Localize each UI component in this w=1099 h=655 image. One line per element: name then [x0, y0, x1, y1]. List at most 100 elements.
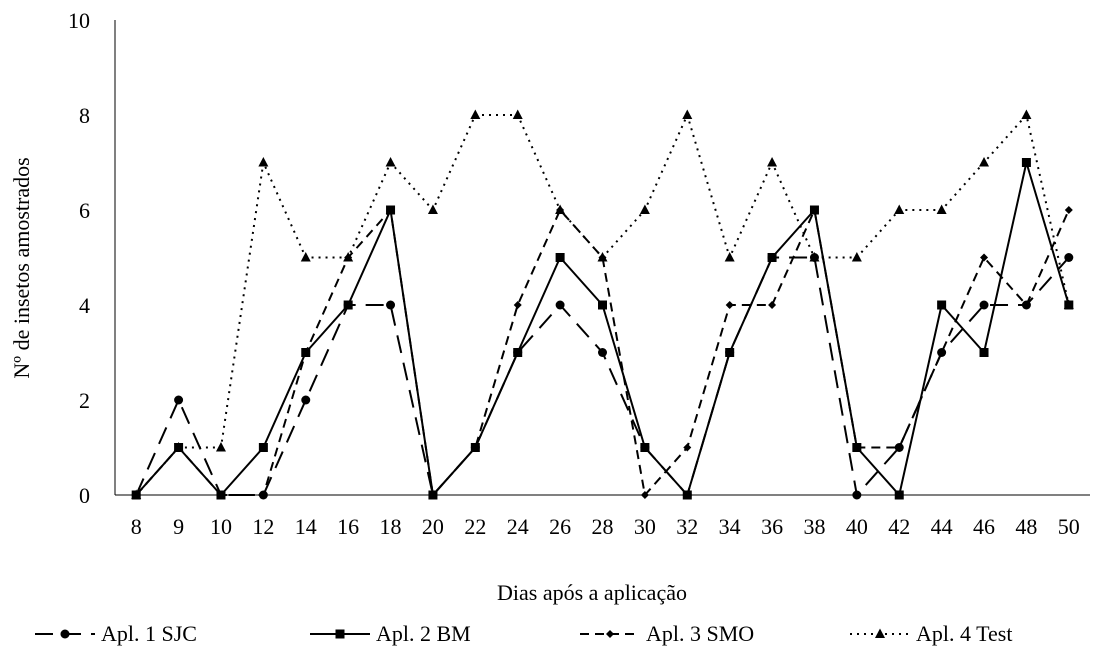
series-line [135, 161, 1070, 496]
x-tick-label: 24 [507, 514, 529, 539]
x-tick-label: 12 [252, 514, 274, 539]
data-point [1064, 253, 1074, 262]
legend-item: Apl. 1 SJC [35, 621, 197, 646]
x-tick-label: 18 [380, 514, 402, 539]
legend-item: Apl. 3 SMO [580, 621, 754, 646]
x-tick-label: 8 [131, 514, 142, 539]
data-point [513, 301, 522, 309]
data-point [427, 204, 438, 214]
series-layer [131, 109, 1074, 500]
x-tick-label: 34 [719, 514, 741, 539]
data-point [259, 491, 268, 499]
series-2 [131, 158, 1074, 500]
data-point [385, 157, 396, 167]
data-point [173, 442, 184, 452]
legend-item: Apl. 2 BM [310, 621, 471, 646]
data-point [258, 443, 268, 452]
data-point [343, 252, 354, 262]
data-point [851, 252, 862, 262]
x-tick-label: 28 [592, 514, 614, 539]
data-point [936, 204, 947, 214]
y-tick-labels: 0 2 4 6 8 10 [68, 8, 90, 508]
x-tick-label: 26 [549, 514, 571, 539]
data-point [682, 490, 692, 500]
data-point [386, 300, 396, 310]
data-point [852, 443, 861, 452]
x-tick-label: 44 [931, 514, 953, 539]
data-point [1021, 158, 1031, 167]
series-4 [131, 109, 1074, 499]
data-point [555, 253, 565, 262]
x-tick-label: 10 [210, 514, 232, 539]
data-point [555, 204, 566, 214]
x-tick-label: 16 [337, 514, 359, 539]
data-point [895, 443, 904, 452]
data-point [1064, 206, 1073, 214]
data-point [894, 490, 904, 500]
legend-label: Apl. 2 BM [376, 621, 471, 646]
legend-marker [335, 629, 345, 639]
data-point [1021, 109, 1032, 119]
data-point [937, 348, 946, 357]
x-tick-label: 9 [173, 514, 184, 539]
data-point [301, 395, 311, 405]
data-point [810, 206, 819, 214]
data-point [640, 443, 650, 452]
legend-label: Apl. 4 Test [916, 621, 1012, 646]
y-tick-label: 4 [79, 293, 90, 318]
data-point [215, 442, 226, 452]
data-point [555, 300, 565, 310]
data-point [852, 490, 862, 500]
y-tick-label: 2 [79, 388, 90, 413]
legend-marker [875, 628, 885, 638]
data-point [598, 300, 607, 310]
data-point [767, 157, 778, 167]
data-point [937, 300, 947, 310]
series-line [135, 256, 1070, 496]
data-point [640, 491, 649, 499]
data-point [682, 109, 693, 119]
legend-label: Apl. 3 SMO [646, 621, 754, 646]
data-point [725, 348, 735, 357]
data-point [894, 204, 905, 214]
data-point [301, 348, 310, 357]
legend-marker [60, 629, 70, 639]
x-tick-label: 50 [1058, 514, 1080, 539]
x-tick-label: 42 [888, 514, 910, 539]
x-tick-label: 14 [295, 514, 317, 539]
x-axis-title: Dias após a aplicação [497, 580, 687, 605]
legend-marker [606, 630, 614, 638]
data-point [980, 253, 989, 262]
data-point [131, 489, 142, 499]
data-point [639, 204, 650, 214]
data-point [768, 301, 777, 309]
data-point [597, 252, 608, 262]
x-tick-label: 22 [464, 514, 486, 539]
data-point [470, 109, 481, 119]
legend: Apl. 1 SJC Apl. 2 BM Apl. 3 SMO Apl. 4 Test [35, 621, 1012, 646]
data-point [258, 157, 269, 167]
data-point [979, 300, 989, 310]
data-point [216, 491, 225, 499]
x-tick-label: 36 [761, 514, 783, 539]
data-point [598, 348, 607, 357]
axes [114, 20, 1090, 496]
data-point [512, 109, 523, 119]
series-line [135, 209, 1070, 496]
y-tick-label: 8 [79, 103, 90, 128]
data-point [979, 157, 990, 167]
data-point [386, 206, 395, 214]
data-point [767, 253, 777, 262]
data-point [513, 348, 523, 357]
data-point [1063, 299, 1074, 309]
data-point [343, 300, 353, 310]
legend-item: Apl. 4 Test [850, 621, 1012, 646]
x-tick-labels: 8 9 10 12 14 16 18 20 22 24 26 28 30 32 34 36 38 40 42 44 46… [131, 514, 1080, 539]
x-tick-label: 48 [1015, 514, 1037, 539]
data-point [809, 252, 820, 262]
x-tick-label: 20 [422, 514, 444, 539]
x-tick-label: 46 [973, 514, 995, 539]
data-point [300, 252, 311, 262]
data-point [725, 301, 734, 309]
